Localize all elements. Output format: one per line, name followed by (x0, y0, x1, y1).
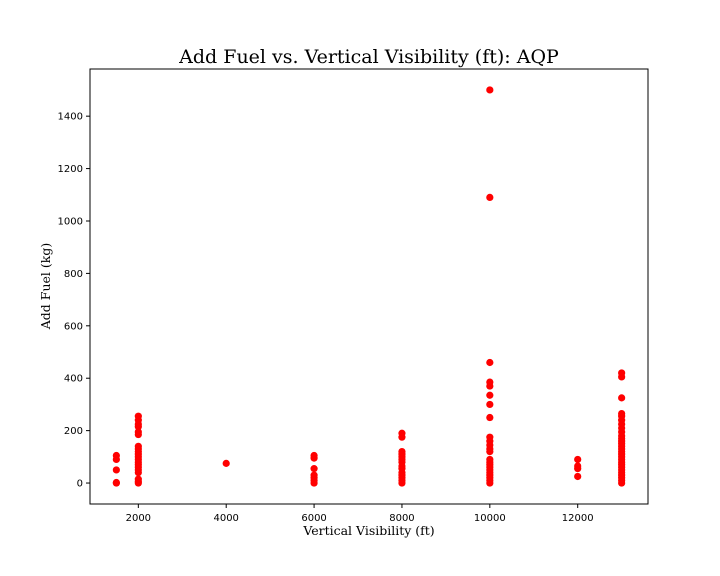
data-point (486, 358, 494, 367)
x-tick-label: 8000 (389, 513, 414, 524)
data-point (398, 447, 406, 456)
data-point (574, 455, 582, 464)
x-tick-label: 6000 (301, 513, 326, 524)
y-tick-label: 600 (64, 321, 83, 332)
y-tick-label: 0 (77, 479, 83, 490)
data-point (486, 86, 494, 94)
data-point (134, 442, 142, 450)
y-axis-label: Add Fuel (kg) (38, 243, 53, 330)
data-point (618, 369, 626, 377)
y-tick-label: 400 (64, 374, 83, 385)
data-point (222, 459, 230, 467)
x-tick-label: 4000 (213, 513, 238, 524)
data-point (134, 475, 142, 483)
y-tick-label: 1400 (58, 112, 83, 123)
data-point (310, 471, 318, 479)
plot-frame (89, 68, 649, 505)
data-point (398, 429, 406, 437)
data-point (486, 193, 494, 201)
x-tick-label: 12000 (562, 513, 594, 524)
y-tick-label: 800 (64, 269, 83, 280)
data-point (486, 378, 494, 386)
plot-area (112, 86, 626, 487)
x-tick-label: 2000 (126, 513, 151, 524)
chart-title: Add Fuel vs. Vertical Visibility (ft): A… (178, 46, 559, 68)
y-tick-label: 1200 (58, 164, 83, 175)
data-point (486, 455, 494, 464)
data-point (574, 472, 582, 481)
data-point (486, 400, 494, 409)
y-axis: 0 200 400 600 800 1000 1200 1400 (58, 112, 90, 490)
x-axis-label: Vertical Visibility (ft) (302, 523, 434, 538)
data-point (134, 412, 142, 420)
data-point (310, 451, 318, 460)
x-axis: 2000 4000 6000 8000 10000 12000 (126, 504, 594, 524)
data-point (134, 428, 142, 436)
x-tick-label: 10000 (474, 513, 506, 524)
data-point (618, 409, 626, 418)
y-tick-label: 1000 (58, 216, 83, 227)
data-point (112, 466, 120, 474)
data-point (486, 413, 494, 422)
data-point (112, 451, 120, 460)
data-point (486, 391, 494, 399)
data-point (310, 465, 318, 473)
data-point (486, 433, 494, 441)
y-tick-label: 200 (64, 426, 83, 437)
data-point (574, 462, 582, 470)
data-point (112, 478, 120, 487)
data-point (618, 394, 626, 402)
